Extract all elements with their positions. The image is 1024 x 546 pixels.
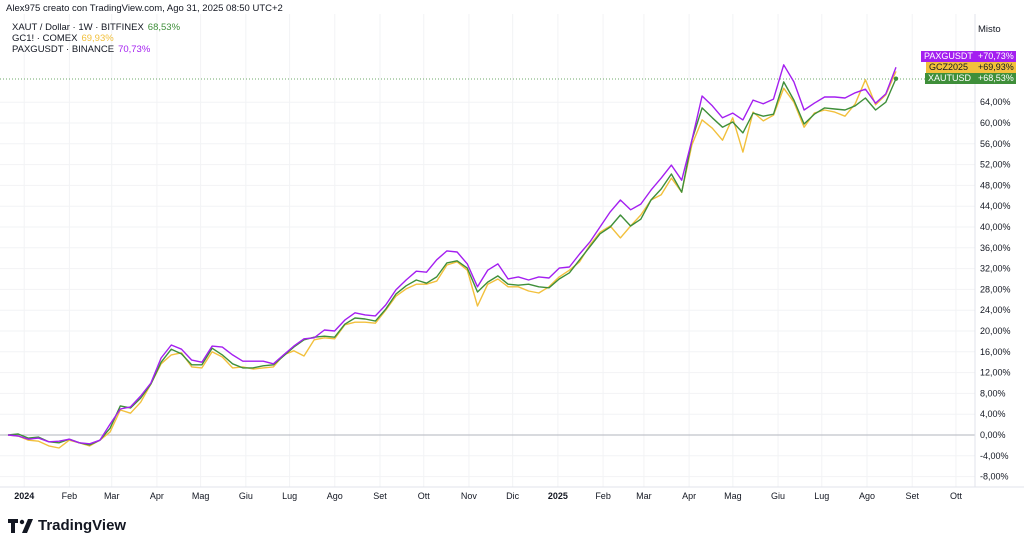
price-tick-label: 64,00% — [980, 97, 1011, 107]
time-tick-label: Ago — [859, 491, 875, 501]
price-tick-label: 0,00% — [980, 430, 1006, 440]
price-tick-label: 32,00% — [980, 264, 1011, 274]
time-tick-label: Apr — [682, 491, 696, 501]
price-tag-value-xaut: +68,53% — [975, 73, 1016, 84]
time-tick-label: Set — [373, 491, 387, 501]
price-tick-label: 24,00% — [980, 305, 1011, 315]
price-tag-value-paxg: +70,73% — [975, 51, 1016, 62]
price-tick-label: 40,00% — [980, 222, 1011, 232]
legend-item-paxg[interactable]: PAXGUSDT · BINANCE 70,73% — [12, 44, 150, 55]
legend-label: XAUT / Dollar · 1W · BITFINEX — [12, 22, 144, 33]
legend-value: 69,93% — [81, 33, 114, 44]
time-tick-label: 2024 — [14, 491, 34, 501]
price-tick-label: 28,00% — [980, 284, 1011, 294]
legend-label: GC1! · COMEX — [12, 33, 78, 44]
brand-name: TradingView — [38, 517, 127, 534]
chart-caption: Alex975 creato con TradingView.com, Ago … — [6, 3, 283, 14]
price-tick-label: 20,00% — [980, 326, 1011, 336]
legend-value: 68,53% — [147, 22, 181, 33]
legend-item-xaut[interactable]: XAUT / Dollar · 1W · BITFINEX 68,53% — [12, 22, 180, 33]
series-line — [7, 64, 897, 445]
price-tick-label: 36,00% — [980, 243, 1011, 253]
time-tick-label: Mar — [104, 491, 120, 501]
price-tick-label: 4,00% — [980, 409, 1006, 419]
time-tick-label: Ago — [327, 491, 343, 501]
legend-value: 70,73% — [118, 44, 151, 55]
time-tick-label: Nov — [461, 491, 478, 501]
time-axis[interactable]: 2024 Feb Mar Apr Mag Giu Lug Ago Set Ott Nov Dic 202… — [14, 491, 962, 501]
price-tick-label: 44,00% — [980, 201, 1011, 211]
legend-label: PAXGUSDT · BINANCE — [12, 44, 115, 55]
time-tick-label: Lug — [282, 491, 297, 501]
tradingview-logo[interactable]: TradingView — [8, 517, 126, 534]
price-tag-value-gc: +69,93% — [975, 62, 1016, 73]
price-tick-label: 16,00% — [980, 347, 1011, 357]
price-tick-label: -8,00% — [980, 472, 1009, 482]
price-tag-symbol-xaut: XAUTUSD — [925, 73, 975, 84]
time-tick-label: Apr — [150, 491, 164, 501]
tradingview-logo-icon — [8, 518, 33, 533]
series-lines — [7, 64, 899, 449]
time-tick-label: 2025 — [548, 491, 568, 501]
legend-item-gc1[interactable]: GC1! · COMEX 69,93% — [12, 33, 114, 44]
price-tick-label: 8,00% — [980, 388, 1006, 398]
time-tick-label: Feb — [595, 491, 611, 501]
price-tick-label: 56,00% — [980, 139, 1011, 149]
price-tick-label: 48,00% — [980, 180, 1011, 190]
time-tick-label: Lug — [814, 491, 829, 501]
last-value-marker — [893, 76, 899, 81]
time-tick-label: Ott — [418, 491, 431, 501]
series-line — [7, 71, 897, 449]
time-tick-label: Mag — [724, 491, 742, 501]
price-tick-label: -4,00% — [980, 451, 1009, 461]
price-axis[interactable]: -8,00% -4,00% 0,00% 4,00% 8,00% 12,00% 16,00% 2… — [980, 97, 1011, 481]
price-tag-symbol-paxg: PAXGUSDT — [921, 51, 975, 62]
price-tag-symbol-gc: GCZ2025 — [926, 62, 975, 73]
price-tick-label: 60,00% — [980, 118, 1011, 128]
price-tick-label: 12,00% — [980, 368, 1011, 378]
time-tick-label: Dic — [506, 491, 519, 501]
price-tick-label: 52,00% — [980, 160, 1011, 170]
series-line — [7, 78, 897, 446]
time-tick-label: Set — [905, 491, 919, 501]
time-tick-label: Ott — [950, 491, 963, 501]
time-tick-label: Giu — [771, 491, 785, 501]
grid-lines — [0, 14, 975, 487]
time-tick-label: Giu — [239, 491, 253, 501]
price-axis-mode[interactable]: Misto — [978, 24, 1001, 35]
time-tick-label: Mar — [636, 491, 652, 501]
time-tick-label: Feb — [62, 491, 78, 501]
time-tick-label: Mag — [192, 491, 210, 501]
